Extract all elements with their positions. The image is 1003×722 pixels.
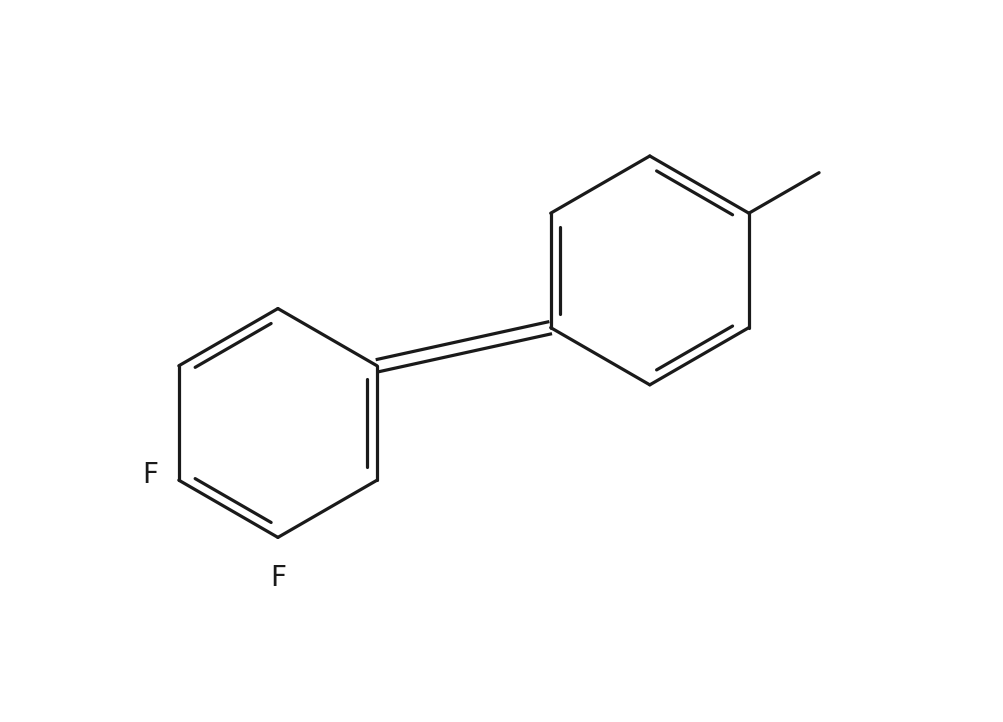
Text: F: F (270, 564, 286, 592)
Text: F: F (141, 461, 157, 490)
